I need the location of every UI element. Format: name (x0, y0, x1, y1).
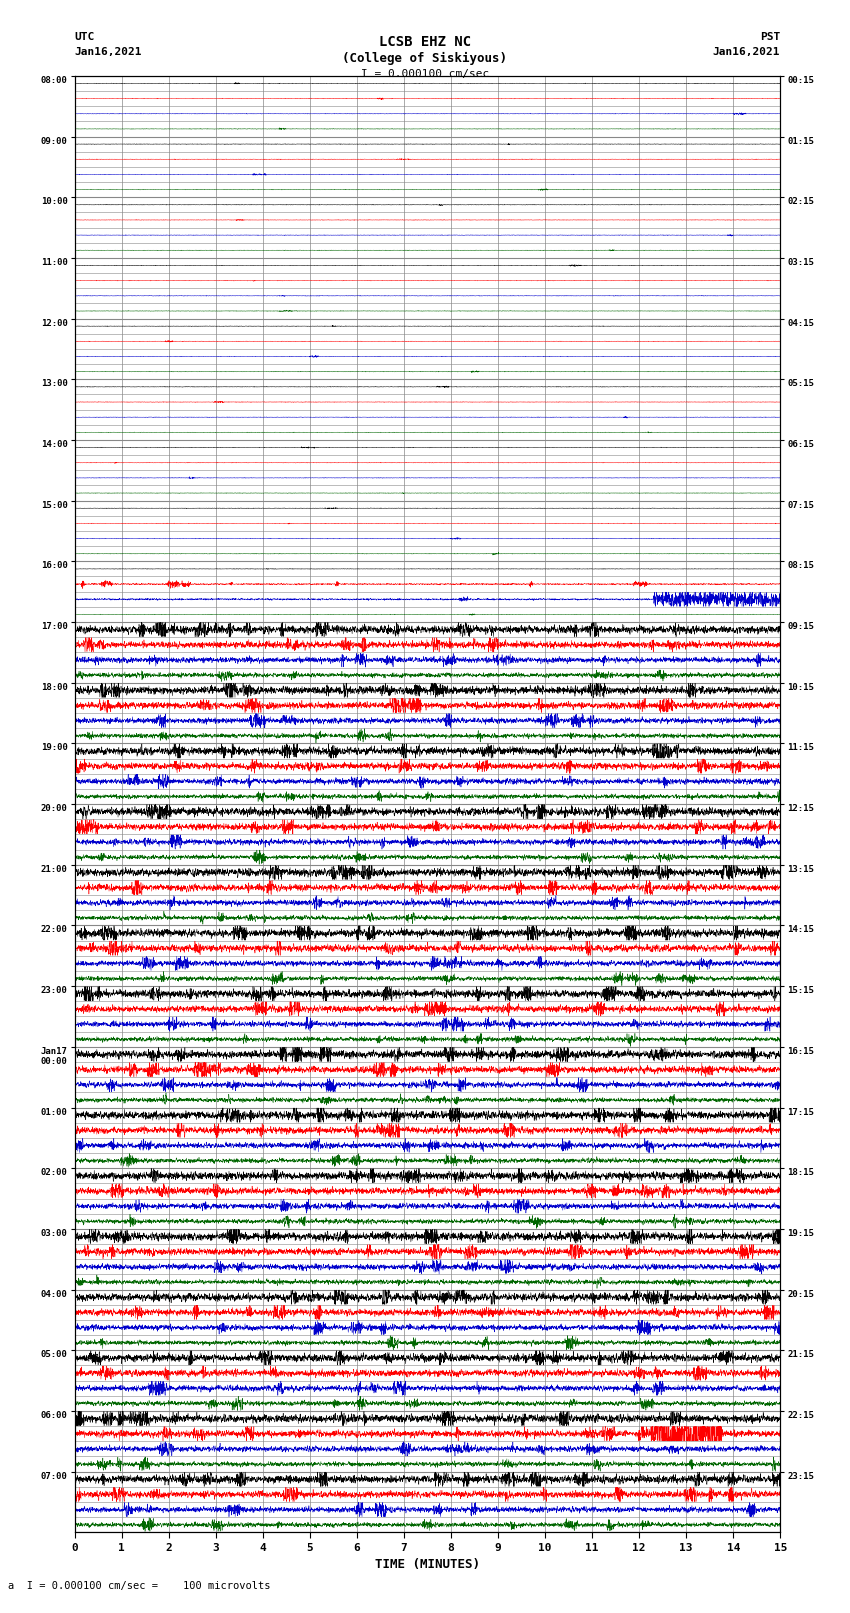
Text: UTC: UTC (75, 32, 95, 42)
Text: Jan16,2021: Jan16,2021 (713, 47, 780, 56)
Text: (College of Siskiyous): (College of Siskiyous) (343, 52, 507, 65)
Text: I = 0.000100 cm/sec: I = 0.000100 cm/sec (361, 69, 489, 79)
Text: Jan16,2021: Jan16,2021 (75, 47, 142, 56)
Text: a  I = 0.000100 cm/sec =    100 microvolts: a I = 0.000100 cm/sec = 100 microvolts (8, 1581, 271, 1590)
Text: PST: PST (760, 32, 780, 42)
Text: LCSB EHZ NC: LCSB EHZ NC (379, 35, 471, 50)
X-axis label: TIME (MINUTES): TIME (MINUTES) (375, 1558, 480, 1571)
